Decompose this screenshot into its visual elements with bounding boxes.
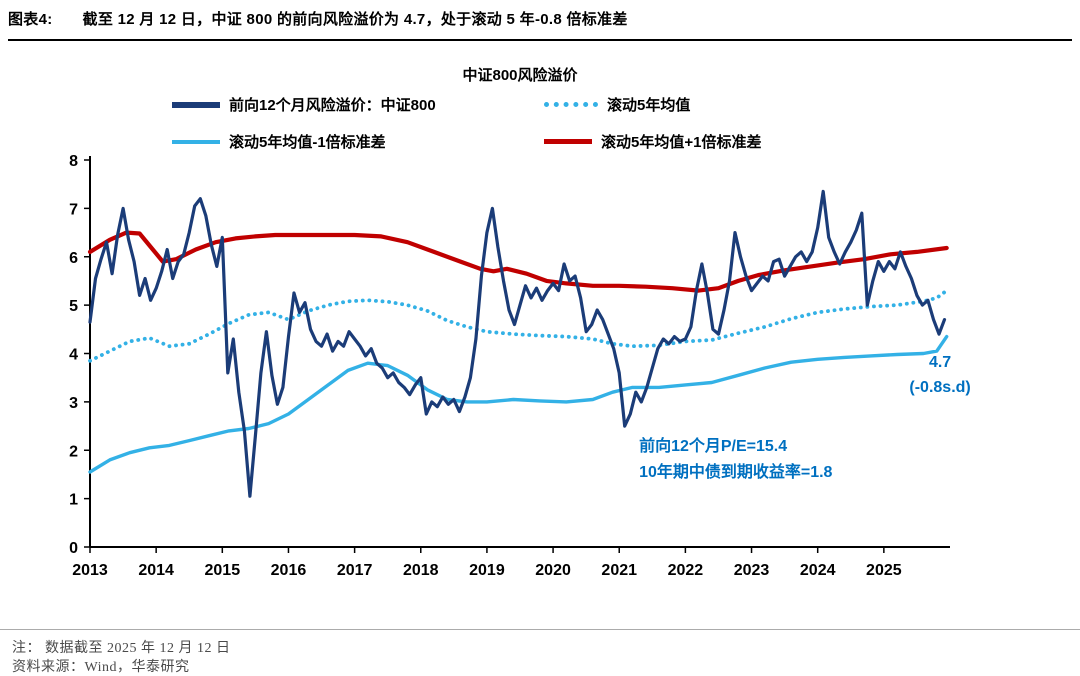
x-tick-label: 2024	[800, 562, 836, 579]
x-tick-label: 2019	[469, 562, 505, 579]
x-tick-label: 2022	[668, 562, 704, 579]
chart-legend: 前向12个月风险溢价：中证800 滚动5年均值 滚动5年均值-1倍标准差 滚动5…	[172, 94, 761, 152]
y-tick-label: 1	[69, 492, 78, 509]
lightblue-line-swatch-icon	[172, 139, 220, 144]
chart-annotation: 10年期中债到期收益率=1.8	[639, 462, 832, 481]
footer-source: 资料来源：Wind，华泰研究	[12, 660, 190, 675]
footer-divider	[0, 629, 1080, 630]
y-tick-label: 4	[69, 347, 78, 364]
red-line-swatch-icon	[544, 139, 592, 144]
series-line-0	[88, 189, 947, 498]
y-tick-label: 7	[69, 201, 78, 218]
x-tick-label: 2025	[866, 562, 902, 579]
chart-annotation: 前向12个月P/E=15.4	[639, 436, 787, 455]
chart-annotation: 4.7	[929, 354, 951, 371]
x-tick-label: 2021	[601, 562, 637, 579]
legend-label: 前向12个月风险溢价：中证800	[229, 97, 436, 114]
x-tick-label: 2015	[205, 562, 241, 579]
series-line-1	[88, 288, 949, 363]
x-tick-label: 2020	[535, 562, 571, 579]
legend-item-rolling-mean: 滚动5年均值	[544, 94, 761, 115]
x-tick-label: 2023	[734, 562, 770, 579]
figure-title: 截至 12 月 12 日，中证 800 的前向风险溢价为 4.7，处于滚动 5 …	[82, 11, 628, 28]
legend-label: 滚动5年均值	[607, 97, 691, 114]
risk-premium-chart: 0 1 2 3 4 5 6 7 8 2013 2014 2015 2016 2017 2018 2019 202…	[69, 153, 971, 579]
legend-item-forward-erp: 前向12个月风险溢价：中证800	[172, 94, 544, 115]
y-tick-label: 2	[69, 443, 78, 460]
dotted-line-swatch-icon	[544, 102, 598, 107]
y-tick-label: 6	[69, 250, 78, 267]
figure-number: 图表4:	[8, 11, 53, 28]
x-tick-label: 2018	[403, 562, 439, 579]
chart-title: 中证800风险溢价	[462, 67, 578, 84]
x-tick-label: 2017	[337, 562, 373, 579]
legend-item-mean-minus-1sd: 滚动5年均值-1倍标准差	[172, 131, 544, 152]
legend-label: 滚动5年均值-1倍标准差	[229, 134, 386, 151]
legend-label: 滚动5年均值+1倍标准差	[601, 134, 762, 151]
chart-annotation: (-0.8s.d)	[909, 379, 970, 396]
footer-note: 注： 数据截至 2025 年 12 月 12 日	[12, 641, 231, 656]
y-tick-label: 5	[69, 298, 78, 315]
x-tick-label: 2013	[72, 562, 108, 579]
series-line-2	[88, 334, 949, 474]
legend-item-mean-plus-1sd: 滚动5年均值+1倍标准差	[544, 131, 761, 152]
figure-caption: 图表4: 截至 12 月 12 日，中证 800 的前向风险溢价为 4.7，处于滚…	[8, 8, 1072, 41]
y-tick-label: 0	[69, 540, 78, 557]
y-tick-label: 8	[69, 153, 78, 170]
navy-line-swatch-icon	[172, 101, 220, 108]
y-tick-label: 3	[69, 395, 78, 412]
x-tick-label: 2014	[138, 562, 174, 579]
x-tick-label: 2016	[271, 562, 307, 579]
